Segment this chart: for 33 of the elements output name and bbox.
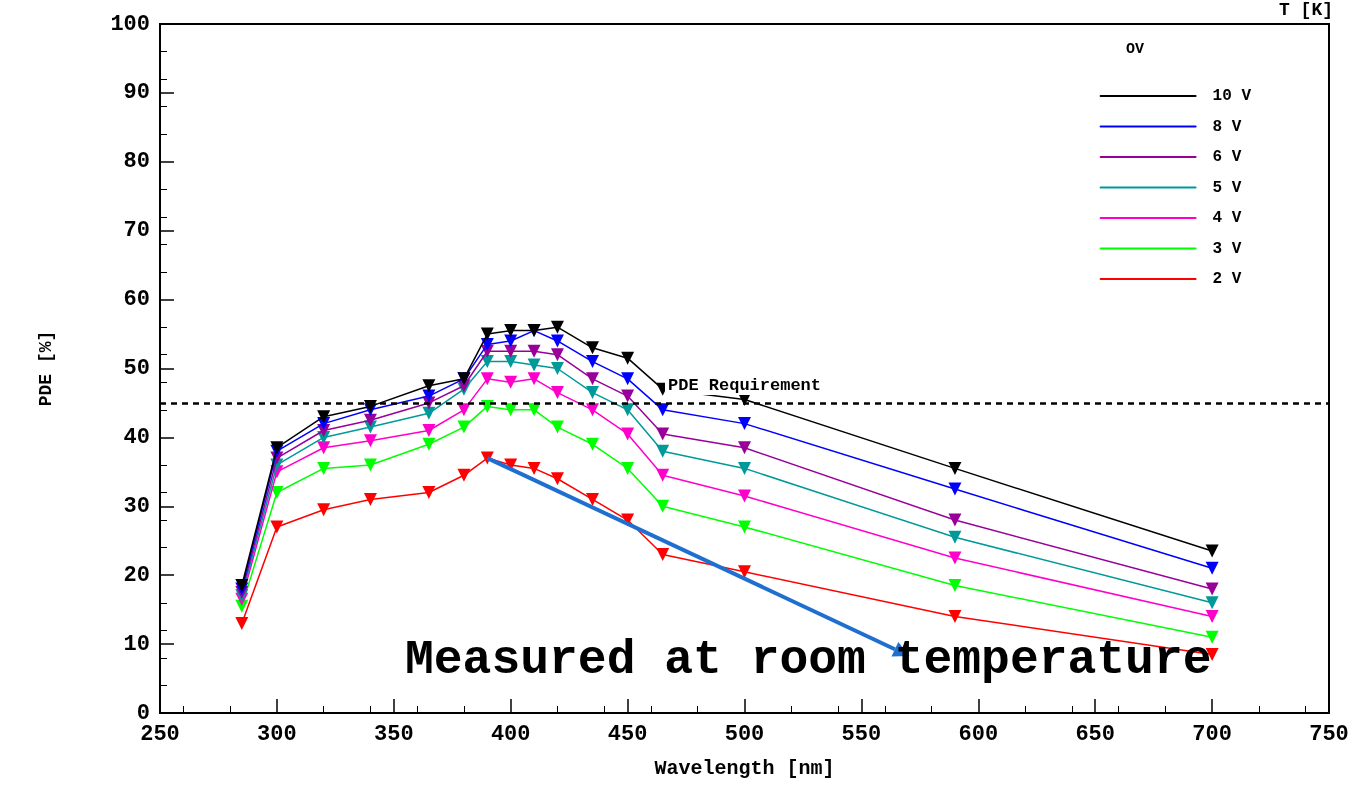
annotation: Measured at room temperature <box>405 632 1212 688</box>
ref-line-label: PDE Requirement <box>667 375 822 395</box>
text: T [K] <box>1278 0 1333 20</box>
y-tick-label: 20 <box>123 562 150 588</box>
y-tick-label: 30 <box>123 493 150 519</box>
x-tick-label: 500 <box>724 721 765 747</box>
text: 5 V <box>1212 178 1242 197</box>
y-tick-label: 50 <box>123 356 150 381</box>
x-tick-label: 700 <box>1192 721 1232 747</box>
text: 8 V <box>1212 117 1242 136</box>
x-tick-label: 600 <box>958 721 999 747</box>
y-tick-label: 80 <box>123 149 150 175</box>
y-tick-label: 90 <box>123 80 150 106</box>
y-axis-title: PDE [%] <box>36 330 56 407</box>
x-tick-label: 550 <box>841 721 882 747</box>
x-tick-label: 750 <box>1309 721 1349 747</box>
x-tick-label: 300 <box>257 721 297 747</box>
x-tick-label: 400 <box>490 721 531 747</box>
legend-title: OV <box>1126 41 1145 58</box>
x-tick-label: 350 <box>374 721 414 747</box>
y-tick-label: 70 <box>123 218 150 244</box>
text: 10 V <box>1212 87 1252 105</box>
text: 4 V <box>1212 209 1242 227</box>
text: 2 V <box>1212 270 1242 288</box>
y-tick-label: 40 <box>123 424 150 450</box>
x-axis-title: Wavelength [nm] <box>654 756 835 780</box>
y-tick-label: 100 <box>110 11 150 37</box>
text: 3 V <box>1212 239 1242 258</box>
x-tick-label: 650 <box>1075 721 1115 747</box>
y-tick-label: 60 <box>123 287 150 313</box>
x-tick-label: 450 <box>607 721 648 747</box>
y-tick-label: 10 <box>123 631 150 657</box>
text: 6 V <box>1212 148 1242 166</box>
